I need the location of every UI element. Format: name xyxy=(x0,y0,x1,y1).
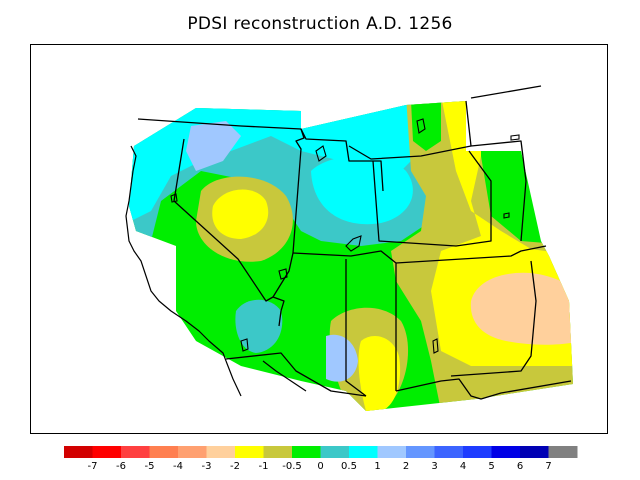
elephant-butte xyxy=(432,338,439,354)
border-california-nevada xyxy=(173,138,285,327)
pdsi-1-2-oregon xyxy=(186,121,241,171)
border-idaho-montana xyxy=(300,128,384,192)
border-montana-north xyxy=(348,145,472,160)
colorbar-swatch xyxy=(206,446,236,458)
map-title: PDSI reconstruction A.D. 1256 xyxy=(187,14,453,34)
pdsi-field xyxy=(129,101,573,411)
great-salt-lake xyxy=(345,235,362,252)
colorbar-tick-label: -7 xyxy=(88,461,98,472)
border-oregon-idaho xyxy=(137,118,305,254)
baja-coastline xyxy=(225,360,242,397)
colorbar-tick-label: -1 xyxy=(259,461,269,472)
colorbar-tick-label: -3 xyxy=(202,461,212,472)
pdsi-neg2-neg1-nevada xyxy=(212,189,269,239)
colorbar-tick-label: -4 xyxy=(173,461,183,472)
salton-sea xyxy=(240,338,249,352)
colorbar-swatch xyxy=(406,446,435,458)
border-arizona-newmexico xyxy=(345,259,367,397)
colorbar-swatch xyxy=(491,446,521,458)
pdsi-neg3-neg2-east xyxy=(470,272,573,345)
colorbar-swatch xyxy=(377,446,407,458)
map-panel xyxy=(30,44,608,434)
pdsi-neg05-0-idaho xyxy=(411,101,441,151)
lake-mead xyxy=(278,268,288,280)
colorbar-swatch xyxy=(235,446,264,458)
border-nevada-utah xyxy=(272,252,294,298)
colorbar-swatch xyxy=(92,446,122,458)
colorbar-swatch xyxy=(178,446,207,458)
colorbar-labels: -7 -6 -5 -4 -3 -2 -1 -0.5 0 0.5 1 2 3 4 5 6 7 xyxy=(88,461,552,472)
colorbar-swatch xyxy=(434,446,464,458)
colorbar-tick-label: 1 xyxy=(374,461,380,472)
coastline xyxy=(125,145,307,397)
colorbar-swatch xyxy=(64,446,93,458)
border-wyoming xyxy=(372,150,492,247)
gulf-coastline xyxy=(262,360,307,392)
colorbar-tick-label: 7 xyxy=(545,461,551,472)
colorbar-tick-label: 3 xyxy=(431,461,437,472)
pacific-coastline xyxy=(125,145,227,362)
border-dakotas xyxy=(465,100,527,242)
border-newmexico-texas xyxy=(395,378,572,400)
pdsi-neg2-neg1-newmexico xyxy=(358,336,401,411)
state-boundaries xyxy=(137,85,572,400)
flathead-lake xyxy=(416,118,426,134)
colorbar-tick-label: -6 xyxy=(116,461,126,472)
colorbar-swatches xyxy=(64,446,578,458)
border-utah-colorado xyxy=(292,250,397,391)
colorbar-swatch xyxy=(263,446,293,458)
pdsi-05-1-north xyxy=(129,101,411,221)
border-mexico xyxy=(225,352,367,397)
colorbar-tick-label: 0 xyxy=(317,461,323,472)
colorbar-swatch xyxy=(520,446,549,458)
border-colorado-kansas xyxy=(395,245,547,264)
colorbar-tick-label: -2 xyxy=(230,461,240,472)
colorbar-swatch xyxy=(292,446,321,458)
colorbar-tick-label: 2 xyxy=(403,461,409,472)
colorbar-tick-label: 0.5 xyxy=(341,461,357,472)
border-canada xyxy=(470,85,542,99)
lakes xyxy=(170,118,520,354)
border-oklahoma xyxy=(450,260,537,377)
colorbar-tick-label: -0.5 xyxy=(282,461,302,472)
colorbar-swatch xyxy=(320,446,350,458)
colorbar-swatch xyxy=(548,446,578,458)
colorbar-swatch xyxy=(463,446,492,458)
colorbar-tick-label: 5 xyxy=(488,461,494,472)
colorbar-swatch xyxy=(121,446,150,458)
colorbar-swatch xyxy=(149,446,179,458)
lake-tahoe xyxy=(170,193,178,203)
yellowstone-lake xyxy=(315,145,327,162)
pdsi-05-1-south xyxy=(326,334,358,382)
lake-sakakawea xyxy=(503,212,510,219)
colorbar-swatch xyxy=(349,446,378,458)
colorbar-tick-label: 4 xyxy=(460,461,466,472)
colorbar-tick-label: -5 xyxy=(145,461,155,472)
pdsi-05-1-utah-wyo xyxy=(311,156,413,225)
colorbar-tick-label: 6 xyxy=(517,461,523,472)
pdsi-map xyxy=(125,85,573,411)
fort-peck-lake xyxy=(510,134,520,141)
